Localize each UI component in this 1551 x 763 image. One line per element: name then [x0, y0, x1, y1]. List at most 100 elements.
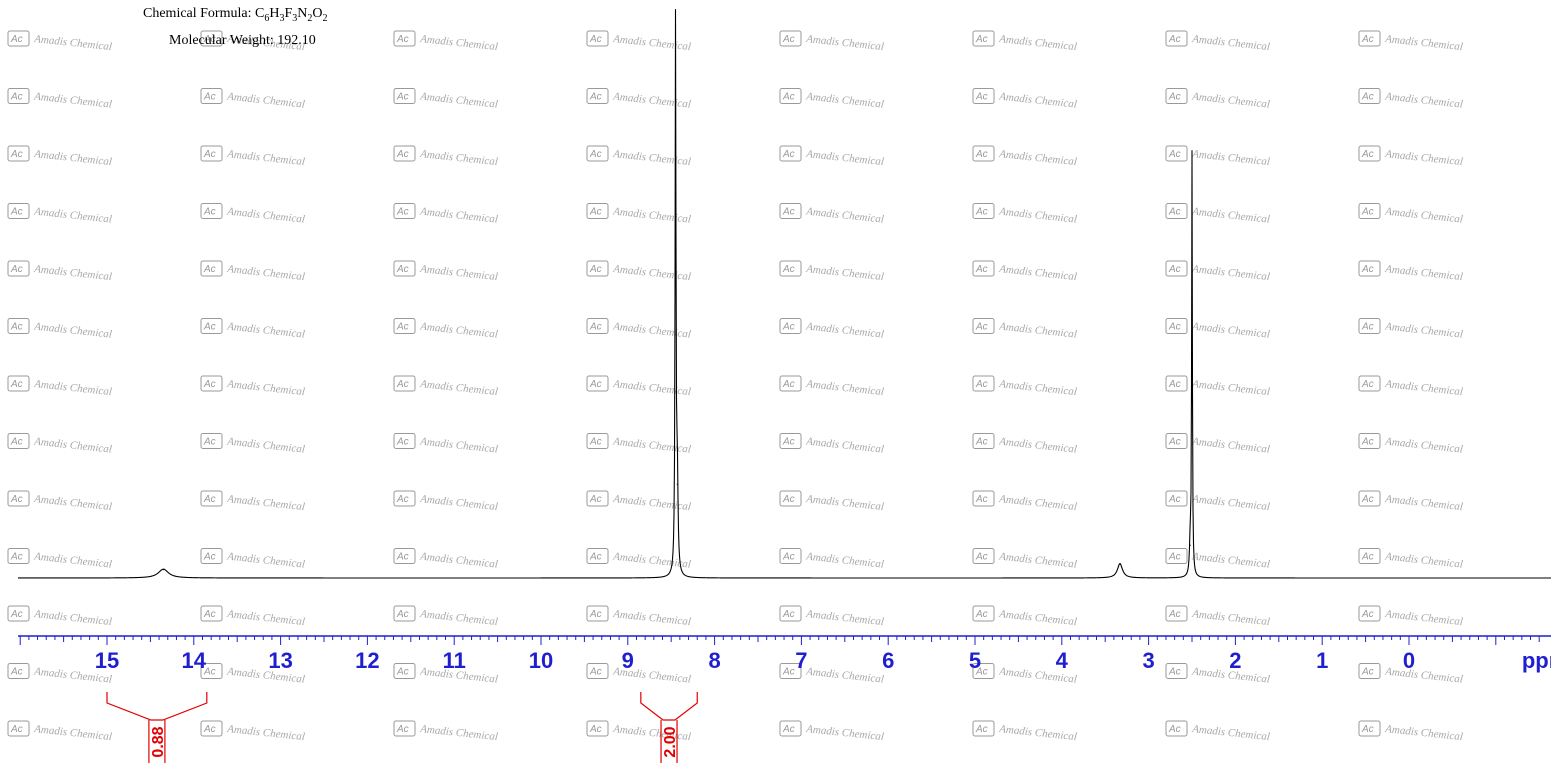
watermark-logo-box: [586, 433, 609, 449]
watermark-tile: Ac Amadis Chemical: [7, 88, 112, 111]
watermark-logo-text: Ac: [396, 264, 409, 275]
watermark-logo-text: Ac: [203, 34, 216, 45]
watermark-text: Amadis Chemical: [226, 665, 306, 685]
watermark-text: Amadis Chemical: [33, 723, 113, 743]
watermark-logo-box: [1165, 490, 1188, 507]
watermark-logo-text: Ac: [1168, 494, 1181, 505]
watermark-text: Amadis Chemical: [1191, 550, 1271, 570]
watermark-logo-box: [586, 318, 609, 334]
watermark-logo-text: Ac: [396, 92, 409, 103]
watermark-text: Amadis Chemical: [226, 90, 306, 110]
watermark-logo-box: [779, 490, 802, 507]
watermark-text: Amadis Chemical: [1191, 378, 1271, 398]
watermark-logo-box: [1358, 88, 1381, 104]
watermark-logo-text: Ac: [203, 264, 216, 275]
watermark-tile: Ac Amadis Chemical: [1165, 260, 1270, 283]
watermark-logo-box: [586, 720, 609, 737]
watermark-tile: Ac Amadis Chemical: [586, 490, 691, 513]
watermark-logo-box: [7, 490, 30, 507]
watermark-tile: Ac Amadis Chemical: [1358, 548, 1463, 571]
watermark-logo-box: [779, 318, 802, 334]
watermark-logo-box: [779, 203, 802, 219]
watermark-text: Amadis Chemical: [1384, 263, 1464, 283]
watermark-logo-text: Ac: [1168, 379, 1181, 390]
watermark-logo-text: Ac: [589, 379, 602, 390]
watermark-logo-box: [779, 663, 802, 679]
watermark-text: Amadis Chemical: [33, 435, 113, 455]
watermark-tile: Ac Amadis Chemical: [586, 433, 691, 456]
watermark-tile: Ac Amadis Chemical: [972, 318, 1077, 341]
watermark-text: Amadis Chemical: [998, 33, 1078, 53]
watermark-text: Amadis Chemical: [805, 493, 885, 513]
watermark-tile: Ac Amadis Chemical: [1165, 663, 1270, 686]
watermark-logo-text: Ac: [203, 207, 216, 218]
watermark-tile: Ac Amadis Chemical: [7, 30, 112, 53]
watermark-tile: Ac Amadis Chemical: [7, 548, 112, 571]
watermark-tile: Ac Amadis Chemical: [200, 605, 305, 628]
watermark-text: Amadis Chemical: [419, 148, 499, 168]
watermark-logo-box: [200, 145, 223, 162]
watermark-tile: Ac Amadis Chemical: [7, 375, 112, 398]
watermark-tile: Ac Amadis Chemical: [972, 548, 1077, 571]
watermark-logo-text: Ac: [1361, 379, 1374, 390]
watermark-text: Amadis Chemical: [419, 723, 499, 743]
integral-value-label: 2.00: [662, 726, 679, 757]
watermark-logo-text: Ac: [396, 149, 409, 160]
watermark-text: Amadis Chemical: [1384, 205, 1464, 225]
watermark-text: Amadis Chemical: [1191, 320, 1271, 340]
watermark-logo-text: Ac: [396, 724, 409, 735]
watermark-text: Amadis Chemical: [998, 263, 1078, 283]
watermark-text: Amadis Chemical: [419, 608, 499, 628]
watermark-logo-text: Ac: [203, 609, 216, 620]
watermark-logo-text: Ac: [782, 149, 795, 160]
watermark-logo-box: [779, 433, 802, 449]
watermark-logo-text: Ac: [782, 92, 795, 103]
watermark-logo-box: [1165, 663, 1188, 679]
watermark-logo-box: [586, 548, 609, 564]
watermark-logo-text: Ac: [1361, 149, 1374, 160]
watermark-logo-text: Ac: [203, 92, 216, 103]
watermark-logo-box: [7, 88, 30, 104]
watermark-logo-box: [7, 203, 30, 219]
watermark-logo-text: Ac: [1168, 207, 1181, 218]
watermark-text: Amadis Chemical: [1191, 33, 1271, 53]
watermark-logo-text: Ac: [782, 437, 795, 448]
watermark-text: Amadis Chemical: [805, 205, 885, 225]
watermark-tile: Ac Amadis Chemical: [1165, 433, 1270, 456]
watermark-tile: Ac Amadis Chemical: [586, 605, 691, 628]
watermark-tile: Ac Amadis Chemical: [972, 145, 1077, 168]
watermark-logo-text: Ac: [10, 379, 23, 390]
watermark-text: Amadis Chemical: [612, 205, 692, 225]
watermark-logo-text: Ac: [1361, 724, 1374, 735]
watermark-logo-box: [586, 375, 609, 392]
watermark-logo-box: [7, 433, 30, 449]
watermark-logo-text: Ac: [589, 207, 602, 218]
watermark-logo-box: [393, 433, 416, 449]
watermark-logo-box: [1358, 605, 1381, 622]
watermark-text: Amadis Chemical: [805, 665, 885, 685]
x-tick-label: 10: [529, 648, 553, 673]
watermark-tile: Ac Amadis Chemical: [972, 490, 1077, 513]
watermark-logo-box: [972, 548, 995, 564]
watermark-logo-box: [393, 88, 416, 104]
watermark-logo-text: Ac: [10, 724, 23, 735]
watermark-logo-box: [1358, 548, 1381, 564]
watermark-logo-box: [972, 318, 995, 334]
watermark-tile: Ac Amadis Chemical: [779, 30, 884, 53]
watermark-tile: Ac Amadis Chemical: [200, 433, 305, 456]
watermark-tile: Ac Amadis Chemical: [393, 548, 498, 571]
watermark-logo-text: Ac: [782, 724, 795, 735]
watermark-tile: Ac Amadis Chemical: [393, 30, 498, 53]
watermark-tile: Ac Amadis Chemical: [1358, 203, 1464, 226]
watermark-text: Amadis Chemical: [998, 378, 1078, 398]
watermark-logo-text: Ac: [589, 34, 602, 45]
watermark-text: Amadis Chemical: [226, 148, 306, 168]
watermark-logo-box: [1165, 260, 1188, 277]
watermark-tile: Ac Amadis Chemical: [779, 548, 884, 571]
watermark-text: Amadis Chemical: [805, 90, 885, 110]
watermark-logo-box: [393, 30, 416, 47]
watermark-logo-box: [779, 88, 802, 104]
x-tick-label: 8: [708, 648, 720, 673]
watermark-tile: Ac Amadis Chemical: [200, 260, 305, 283]
